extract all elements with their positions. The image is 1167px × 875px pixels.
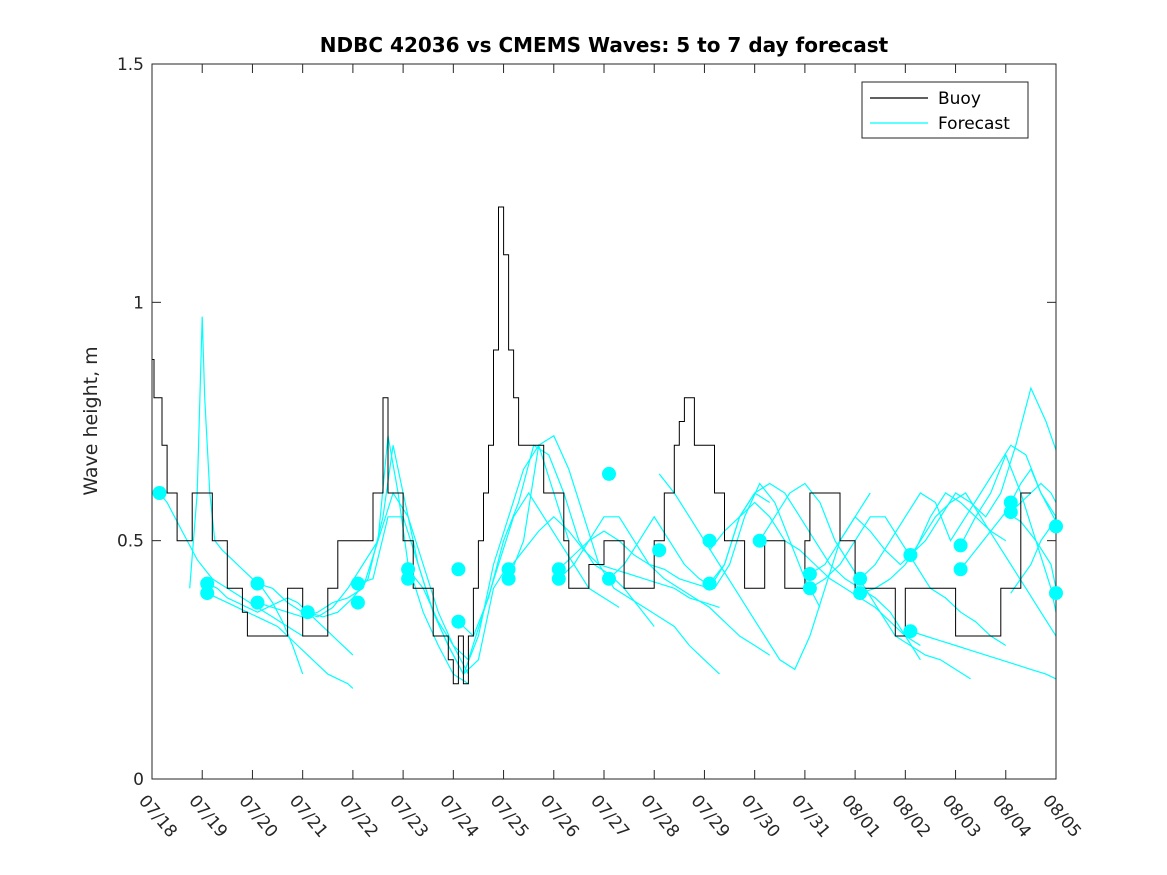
- forecast-line-29: [1010, 482, 1056, 513]
- forecast-line-25: [910, 630, 1056, 680]
- forecast-line-12: [508, 515, 720, 608]
- forecast-line-23: [859, 492, 1056, 637]
- y-tick-label: 1: [133, 293, 144, 313]
- forecast-marker-1: [152, 486, 167, 500]
- forecast-line-3: [206, 583, 354, 656]
- forecast-marker-22: [752, 533, 767, 548]
- chart-title: NDBC 42036 vs CMEMS Waves: 5 to 7 day fo…: [320, 33, 889, 57]
- legend: Buoy Forecast: [861, 81, 1029, 139]
- forecast-marker-23: [802, 567, 817, 581]
- buoy-line: [152, 206, 1031, 685]
- forecast-marker-11: [451, 562, 466, 577]
- forecast-line-6: [257, 435, 469, 685]
- y-axis-label: Wave height, m: [80, 346, 102, 495]
- forecast-marker-17: [602, 466, 616, 481]
- forecast-marker-19: [652, 543, 667, 558]
- forecast-marker-26: [853, 586, 868, 601]
- forecast-marker-30: [953, 562, 968, 577]
- forecast-marker-25: [853, 571, 868, 586]
- forecast-marker-29: [953, 538, 968, 553]
- forecast-marker-4: [250, 576, 265, 591]
- forecast-marker-31: [1003, 495, 1018, 510]
- forecast-marker-10: [401, 571, 416, 586]
- forecast-line-1: [159, 492, 304, 637]
- forecast-marker-27: [903, 548, 918, 562]
- forecast-line-24: [909, 386, 1056, 556]
- forecast-line-28: [1010, 467, 1056, 522]
- legend-label-1: Buoy: [938, 89, 981, 109]
- forecast-marker-6: [300, 605, 315, 620]
- forecast-line-18: [709, 501, 921, 647]
- forecast-line-17: [709, 482, 921, 661]
- forecast-marker-20: [702, 576, 717, 591]
- forecast-line-22: [859, 444, 1056, 580]
- y-tick-label: 0.5: [117, 532, 144, 552]
- forecast-marker-7: [350, 576, 365, 591]
- forecast-marker-34: [1049, 586, 1063, 601]
- forecast-marker-32: [1003, 505, 1018, 520]
- forecast-marker-18: [602, 571, 616, 586]
- forecast-marker-5: [250, 595, 265, 610]
- forecast-marker-3: [200, 586, 215, 601]
- forecast-line-13: [558, 516, 771, 656]
- forecast-marker-24: [802, 581, 817, 596]
- forecast-marker-28: [903, 624, 918, 639]
- forecast-marker-8: [350, 595, 365, 610]
- forecast-marker-16: [551, 571, 566, 586]
- forecast-line-2: [189, 316, 304, 675]
- legend-box: [861, 81, 1029, 139]
- legend-label-2: Forecast: [938, 114, 1010, 134]
- forecast-line-4: [206, 592, 354, 689]
- forecast-line-10: [457, 444, 655, 638]
- forecast-marker-12: [451, 614, 466, 629]
- forecast-line-16: [658, 473, 871, 671]
- forecast-marker-33: [1049, 519, 1063, 534]
- forecast-line-26: [960, 453, 1056, 613]
- y-tick-label: 0: [133, 770, 144, 790]
- forecast-line-11: [508, 434, 720, 675]
- forecast-marker-14: [501, 571, 516, 586]
- forecast-marker-21: [702, 533, 717, 548]
- y-tick-label: 1.5: [117, 55, 144, 75]
